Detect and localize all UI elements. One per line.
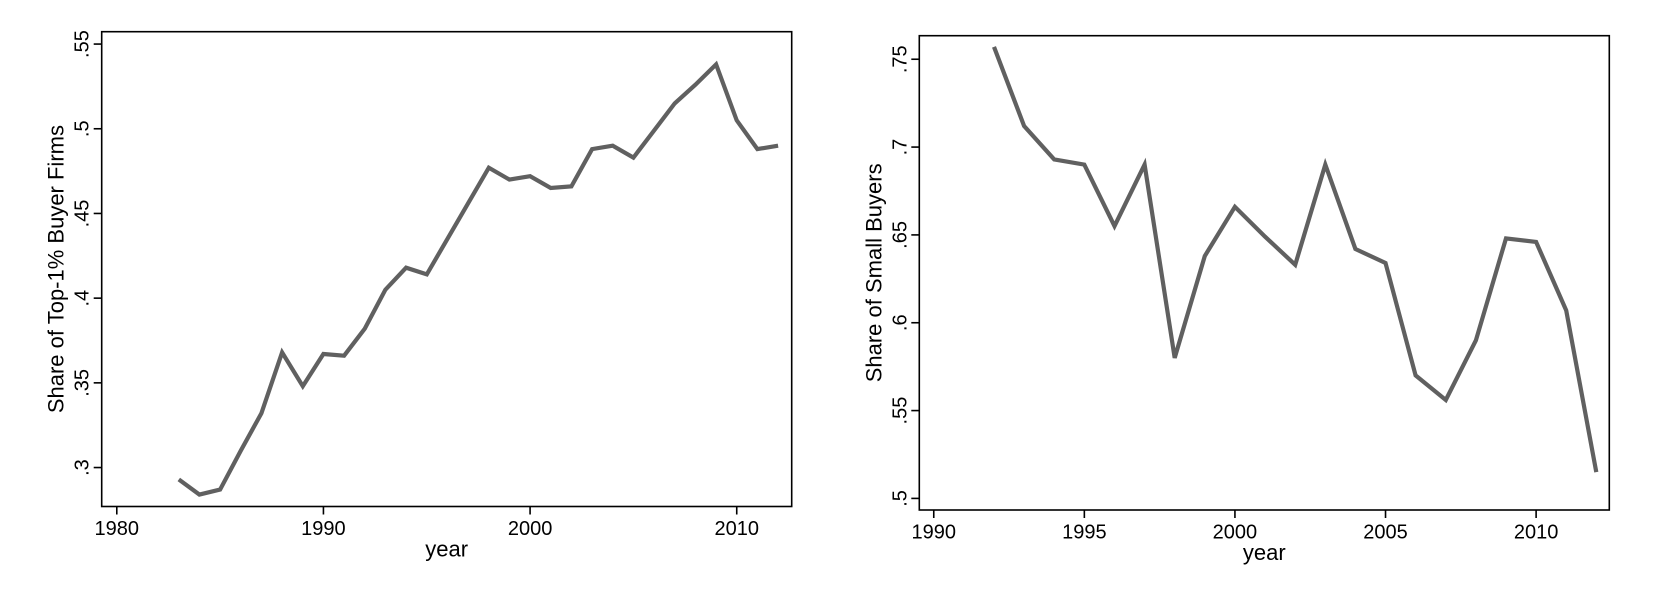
- y-tick-label: .45: [72, 200, 94, 228]
- y-tick-label: .3: [72, 459, 94, 476]
- plot-frame: [918, 34, 1611, 511]
- x-tick-label: 2005: [1363, 522, 1408, 544]
- chart-small-buyers: .5 .55 .6 .65 .7 .75 1990 1995 2000 2005 2010 Sha…: [861, 34, 1611, 565]
- data-line: [177, 60, 779, 497]
- y-tick-label: .5: [72, 120, 94, 137]
- x-tick-label: 2010: [1514, 522, 1559, 544]
- y-tick-label: .5: [889, 490, 911, 507]
- y-ticks: .5 .55 .6 .65 .7 .75: [889, 45, 920, 507]
- x-tick-label: 1980: [95, 518, 140, 540]
- x-tick-label: 2010: [714, 518, 759, 540]
- y-tick-label: .65: [889, 221, 911, 249]
- y-tick-label: .35: [72, 369, 94, 397]
- x-tick-label: 1995: [1062, 522, 1107, 544]
- y-ticks: .3 .35 .4 .45 .5 .55: [72, 30, 102, 476]
- y-tick-label: .55: [889, 397, 911, 425]
- y-tick-label: .4: [72, 290, 94, 307]
- data-line: [992, 46, 1599, 473]
- x-tick-label: 1990: [301, 518, 346, 540]
- x-tick-label: 1990: [912, 522, 957, 544]
- y-tick-label: .7: [889, 139, 911, 156]
- y-axis-title: Share of Top-1% Buyer Firms: [44, 125, 69, 413]
- y-tick-label: .55: [72, 30, 94, 58]
- y-tick-label: .75: [889, 45, 911, 73]
- x-axis-title: year: [425, 537, 468, 562]
- x-tick-label: 2000: [508, 518, 553, 540]
- y-axis-title: Share of Small Buyers: [861, 163, 886, 382]
- x-axis-title: year: [1243, 540, 1286, 565]
- x-ticks: 1980 1990 2000 2010: [95, 506, 759, 540]
- x-ticks: 1990 1995 2000 2005 2010: [912, 510, 1559, 544]
- x-tick-label: 2000: [1213, 522, 1258, 544]
- chart-top1-buyer-firms: .3 .35 .4 .45 .5 .55 1980 1990 2000 2010 Share o…: [44, 30, 793, 562]
- y-tick-label: .6: [889, 314, 911, 331]
- plot-frame: [100, 30, 793, 508]
